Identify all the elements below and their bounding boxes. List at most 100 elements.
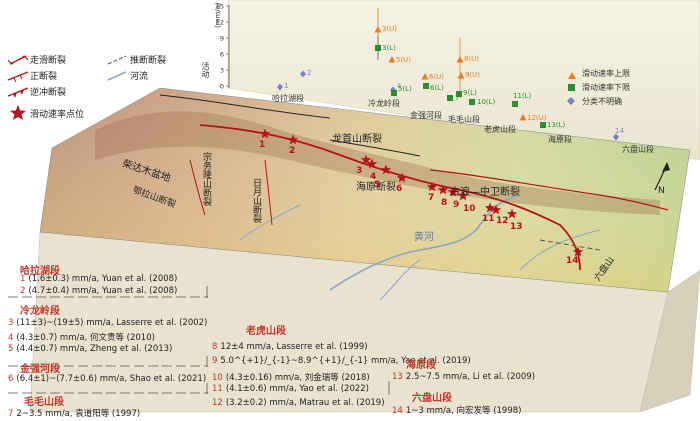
plot-point bbox=[423, 83, 429, 89]
rate-site-number: 10 bbox=[463, 204, 476, 214]
plot-point bbox=[300, 70, 306, 78]
label-haiyuan-fault: 海原断裂 bbox=[356, 182, 396, 193]
legend-strike-slip: 走滑断裂 bbox=[30, 53, 66, 66]
plot-y-unit: (mm/a) bbox=[214, 2, 222, 28]
segment-haiyuan: 海原段 bbox=[548, 135, 572, 144]
ref-title-halahu: 哈拉湖段 bbox=[20, 266, 60, 277]
rate-site-star bbox=[572, 246, 584, 257]
legend-thrust: 逆冲断裂 bbox=[30, 85, 66, 98]
legend-inferred: 推断断裂 bbox=[130, 53, 166, 66]
label-riyue: 日月山断裂 bbox=[251, 178, 261, 223]
legend-river: 河流 bbox=[130, 69, 148, 82]
rate-site-number: 4 bbox=[370, 172, 377, 182]
plot-points bbox=[277, 8, 619, 141]
plot-point-label: 2 bbox=[307, 69, 312, 77]
ref-title-maomaoshan: 毛毛山段 bbox=[24, 397, 64, 408]
plot-point-label: 5(U) bbox=[396, 56, 412, 64]
ref-12: 12 (3.2±0.2) mm/a, Matrau et al. (2019) bbox=[212, 398, 385, 408]
legend-river-icon bbox=[107, 71, 127, 81]
ref-1-num: 1 bbox=[20, 274, 26, 284]
plot-point-label: 13(L) bbox=[547, 121, 566, 129]
ref-title-laohushan: 老虎山段 bbox=[246, 326, 286, 337]
terrain-edge bbox=[39, 87, 691, 293]
legend-thrust-label: 逆冲断裂 bbox=[30, 88, 67, 98]
ref-8-text: 12±4 mm/a, Lasserre et al. (1999) bbox=[220, 342, 368, 352]
ref-5-text: (4.4±0.7) mm/a, Zheng et al. (2013) bbox=[16, 344, 173, 354]
rate-site-star bbox=[457, 190, 469, 201]
label-gulang: 古浪—中卫断裂 bbox=[450, 187, 520, 198]
rate-site-star bbox=[484, 202, 496, 213]
ref-12-text: (3.2±0.2) mm/a, Matrau et al. (2019) bbox=[225, 398, 385, 408]
segment-lenglongling: 冷龙岭段 bbox=[368, 99, 400, 108]
y-tick-label: 12 bbox=[216, 19, 224, 27]
plot-point-label: 12(U) bbox=[527, 114, 547, 122]
label-zongwulong: 宗务隆山断裂 bbox=[201, 152, 211, 206]
plot-point bbox=[421, 73, 429, 80]
ref-10: 10 (4.3±0.16) mm/a, 刘金瑞等 (2018) bbox=[212, 371, 370, 383]
plot-legend-unclear-label: 分类不明确 bbox=[582, 97, 622, 106]
river-2 bbox=[379, 259, 421, 301]
rate-site-star bbox=[426, 181, 438, 192]
segment-maomaoshan: 毛毛山段 bbox=[448, 115, 480, 124]
north-thrust bbox=[159, 94, 331, 119]
ref-7-num: 7 bbox=[8, 409, 14, 419]
plot-point-label: 1 bbox=[284, 82, 289, 90]
rate-site-star bbox=[437, 184, 449, 195]
y-tick-label: 0 bbox=[220, 83, 224, 91]
ref-11: 11 (4.1±0.6) mm/a, Yao et al. (2022) bbox=[212, 384, 369, 394]
ref-6-num: 6 bbox=[8, 374, 14, 384]
plot-point-label: 7 bbox=[455, 94, 460, 102]
legend-rate-site: 滑动速率点位 bbox=[30, 107, 84, 120]
ref-10-text: (4.3±0.16) mm/a, 刘金瑞等 (2018) bbox=[225, 373, 370, 383]
plot-point bbox=[519, 114, 527, 121]
ref-6-text: (6.4±1)~(7.7±0.6) mm/a, Shao et al. (202… bbox=[16, 374, 207, 384]
legend-upper-triangle bbox=[568, 72, 576, 79]
rate-site-number: 9 bbox=[453, 200, 460, 210]
rate-site-star bbox=[396, 172, 408, 183]
ref-14: 14 1~3 mm/a, 向宏发等 (1998) bbox=[392, 404, 521, 416]
block-right-face bbox=[639, 269, 700, 413]
ref-11-text: (4.1±0.6) mm/a, Yao et al. (2022) bbox=[225, 384, 369, 394]
plot-point bbox=[375, 45, 381, 51]
y-tick-label: 6 bbox=[220, 51, 224, 59]
ref-4-text: (4.3±0.7) mm/a, 何文贵等 (2010) bbox=[16, 333, 155, 343]
ref-title-jinqianghe: 金强河段 bbox=[20, 364, 60, 375]
segment-laohushan: 老虎山段 bbox=[484, 125, 516, 134]
segment-liupanshan: 六盘山段 bbox=[622, 145, 654, 154]
legend-inferred-label: 推断断裂 bbox=[130, 56, 167, 66]
legend-inferred-icon bbox=[107, 55, 127, 65]
ref-7: 7 2~3.5 mm/a, 袁道阳等 (1997) bbox=[8, 407, 140, 419]
rate-site-star bbox=[380, 164, 392, 175]
plot-point bbox=[447, 95, 453, 101]
plot-point-label: 6(U) bbox=[429, 73, 445, 81]
plot-point-label: 3(U) bbox=[382, 25, 398, 33]
legend-strike-slip-label: 走滑断裂 bbox=[30, 56, 67, 66]
legend-normal-label: 正断裂 bbox=[30, 72, 58, 82]
ref-5: 5 (4.4±0.7) mm/a, Zheng et al. (2013) bbox=[8, 344, 172, 354]
plot-point-label: 11(L) bbox=[513, 92, 532, 100]
plot-point bbox=[457, 72, 465, 79]
plot-legend-unclear: 分类不明确 bbox=[582, 96, 622, 107]
plot-legend-lower: 滑动速率下限 bbox=[582, 82, 630, 93]
legend-lower-square bbox=[568, 84, 575, 91]
rate-site-number: 7 bbox=[428, 193, 435, 203]
ref-13: 13 2.5~7.5 mm/a, Li et al. (2009) bbox=[392, 372, 535, 382]
ref-3-num: 3 bbox=[8, 318, 14, 328]
river-3 bbox=[519, 229, 601, 271]
plot-point bbox=[613, 133, 619, 141]
ref-10-num: 10 bbox=[212, 373, 223, 383]
ref-9-num: 9 bbox=[212, 356, 218, 366]
plot-point-label: 5(L) bbox=[398, 85, 412, 93]
elashan-fault bbox=[189, 159, 206, 216]
plot-point bbox=[277, 83, 283, 91]
ref-2: 2 (4.7±0.4) mm/a, Yuan et al. (2008) bbox=[20, 286, 177, 296]
rate-site-star bbox=[366, 158, 378, 169]
plot-point bbox=[540, 122, 546, 128]
y-tick-label: 3 bbox=[220, 67, 224, 75]
ref-9-text: 5.0^{+1}/_{-1}~8.9^{+1}/_{-1} mm/a, Yao … bbox=[220, 356, 471, 366]
ref-2-text: (4.7±0.4) mm/a, Yuan et al. (2008) bbox=[28, 286, 178, 296]
plot-point-label: 4 bbox=[397, 82, 402, 90]
plot-legend-upper: 滑动速率上限 bbox=[582, 68, 630, 79]
legend-rate-site-label: 滑动速率点位 bbox=[30, 110, 85, 120]
